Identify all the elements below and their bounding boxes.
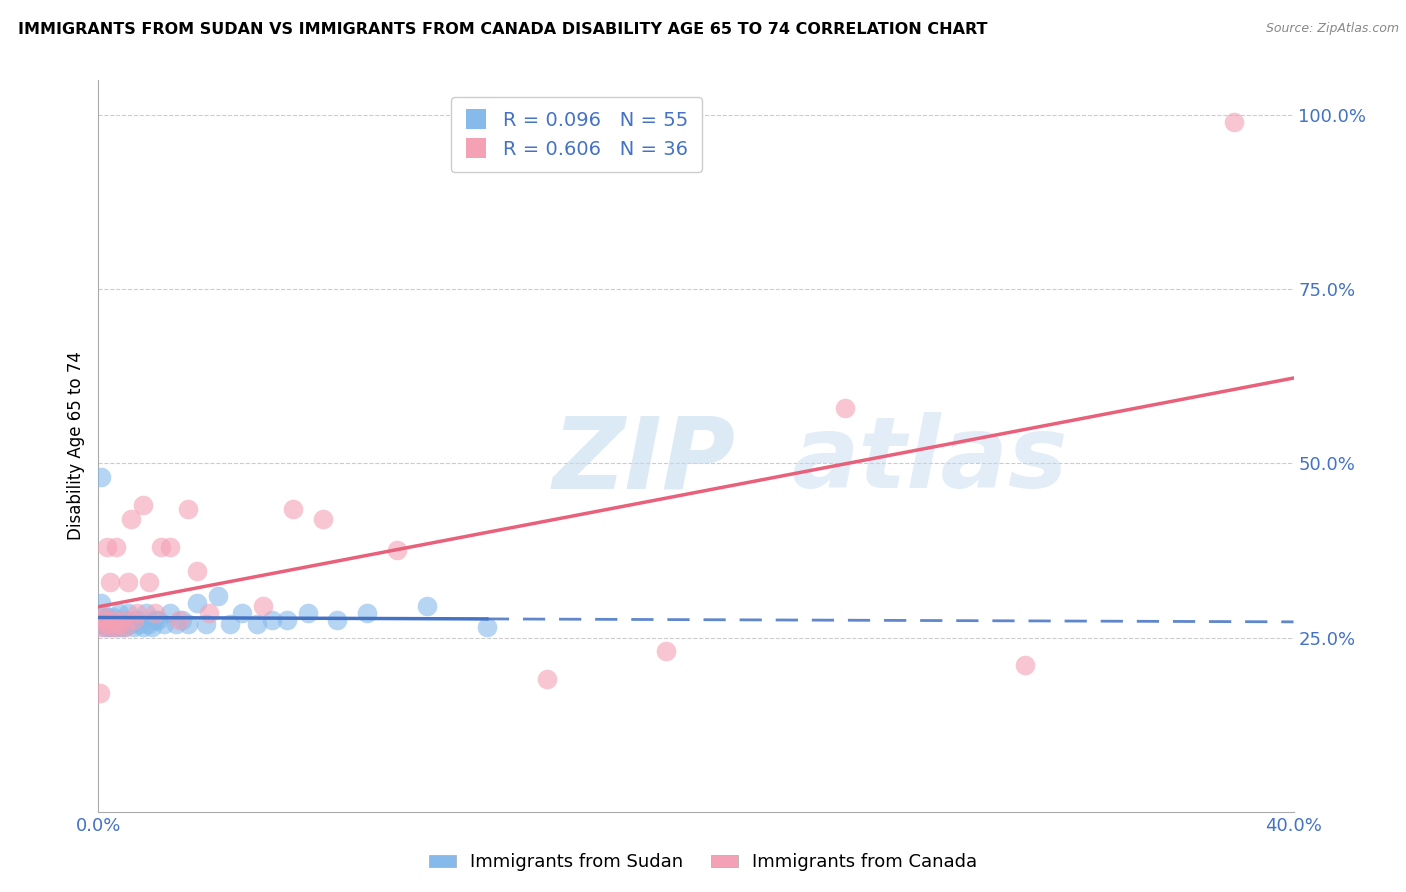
Point xyxy=(167,613,190,627)
Legend: Immigrants from Sudan, Immigrants from Canada: Immigrants from Sudan, Immigrants from C… xyxy=(422,847,984,879)
Point xyxy=(114,620,136,634)
Point xyxy=(111,620,134,634)
Point xyxy=(177,616,200,631)
Point xyxy=(117,616,139,631)
Point xyxy=(536,673,558,687)
Point xyxy=(105,616,128,631)
Point xyxy=(150,540,173,554)
Point xyxy=(246,616,269,631)
Point xyxy=(105,613,128,627)
Point xyxy=(231,606,253,620)
Point xyxy=(89,686,111,700)
Point xyxy=(177,501,200,516)
Point xyxy=(89,616,111,631)
Point xyxy=(120,512,142,526)
Y-axis label: Disability Age 65 to 74: Disability Age 65 to 74 xyxy=(66,351,84,541)
Point xyxy=(96,616,118,631)
Point xyxy=(159,540,181,554)
Point xyxy=(90,620,112,634)
Point xyxy=(132,620,155,634)
Point xyxy=(356,606,378,620)
Point xyxy=(103,620,125,634)
Point xyxy=(198,606,221,620)
Point xyxy=(1014,658,1036,673)
Point xyxy=(834,401,856,415)
Point xyxy=(207,589,229,603)
Point xyxy=(96,620,118,634)
Point xyxy=(195,616,218,631)
Text: IMMIGRANTS FROM SUDAN VS IMMIGRANTS FROM CANADA DISABILITY AGE 65 TO 74 CORRELAT: IMMIGRANTS FROM SUDAN VS IMMIGRANTS FROM… xyxy=(18,22,988,37)
Point xyxy=(186,596,208,610)
Point xyxy=(281,501,304,516)
Point xyxy=(98,574,122,589)
Point xyxy=(90,470,112,484)
Point xyxy=(148,613,170,627)
Point xyxy=(114,620,136,634)
Point xyxy=(108,606,131,620)
Point xyxy=(103,616,125,631)
Point xyxy=(98,620,122,634)
Point xyxy=(94,616,117,631)
Point xyxy=(117,606,139,620)
Point xyxy=(655,644,678,658)
Point xyxy=(93,620,115,634)
Point xyxy=(165,616,187,631)
Point xyxy=(159,606,181,620)
Point xyxy=(1223,115,1246,129)
Point xyxy=(105,620,128,634)
Point xyxy=(103,613,125,627)
Point xyxy=(127,613,149,627)
Point xyxy=(153,616,176,631)
Point xyxy=(105,540,128,554)
Point xyxy=(416,599,439,614)
Point xyxy=(186,565,208,579)
Point xyxy=(103,609,125,624)
Point xyxy=(276,613,298,627)
Point xyxy=(96,609,118,624)
Point xyxy=(297,606,319,620)
Point xyxy=(111,613,134,627)
Point xyxy=(143,613,166,627)
Point xyxy=(141,620,163,634)
Point xyxy=(124,613,146,627)
Point xyxy=(260,613,283,627)
Point xyxy=(90,596,112,610)
Text: Source: ZipAtlas.com: Source: ZipAtlas.com xyxy=(1265,22,1399,36)
Point xyxy=(108,616,131,631)
Point xyxy=(135,606,157,620)
Point xyxy=(91,613,114,627)
Point xyxy=(114,613,136,627)
Point xyxy=(98,620,122,634)
Point xyxy=(252,599,274,614)
Point xyxy=(124,620,146,634)
Point xyxy=(105,620,128,634)
Point xyxy=(93,609,115,624)
Text: atlas: atlas xyxy=(792,412,1069,509)
Point xyxy=(475,620,498,634)
Point xyxy=(138,574,160,589)
Point xyxy=(98,616,122,631)
Point xyxy=(172,613,194,627)
Point xyxy=(326,613,349,627)
Point xyxy=(129,616,152,631)
Point xyxy=(96,540,118,554)
Point xyxy=(93,609,115,624)
Point xyxy=(132,498,155,512)
Point xyxy=(98,613,122,627)
Point xyxy=(311,512,333,526)
Point xyxy=(108,620,131,634)
Point xyxy=(143,606,166,620)
Point xyxy=(111,616,134,631)
Point xyxy=(120,616,142,631)
Point xyxy=(96,616,118,631)
Point xyxy=(91,613,114,627)
Point xyxy=(127,606,149,620)
Point xyxy=(219,616,242,631)
Point xyxy=(385,543,409,558)
Legend: R = 0.096   N = 55, R = 0.606   N = 36: R = 0.096 N = 55, R = 0.606 N = 36 xyxy=(451,97,702,172)
Point xyxy=(117,574,139,589)
Text: ZIP: ZIP xyxy=(553,412,735,509)
Point xyxy=(138,616,160,631)
